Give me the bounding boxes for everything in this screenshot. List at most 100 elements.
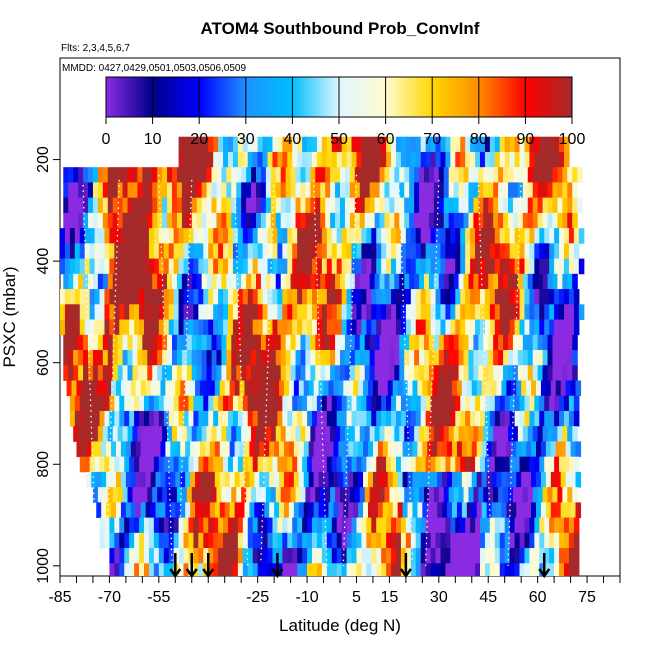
heatmap-cell bbox=[415, 532, 422, 549]
heatmap-cell bbox=[344, 273, 351, 290]
heatmap-cell bbox=[129, 410, 135, 427]
heatmap-cell bbox=[488, 426, 494, 442]
heatmap-cell bbox=[193, 289, 199, 305]
heatmap-cell bbox=[440, 517, 447, 534]
heatmap-cell bbox=[221, 487, 227, 503]
heatmap-cell bbox=[555, 380, 562, 397]
heatmap-cell bbox=[466, 441, 473, 458]
heatmap-cell bbox=[376, 548, 382, 564]
heatmap-cell bbox=[410, 548, 417, 564]
heatmap-cell bbox=[321, 151, 328, 168]
heatmap-cell bbox=[544, 395, 550, 412]
heatmap-cell bbox=[203, 395, 209, 412]
heatmap-cell bbox=[307, 410, 313, 427]
heatmap-cell bbox=[568, 319, 575, 336]
heatmap-cell bbox=[203, 304, 209, 320]
heatmap-cell bbox=[470, 228, 476, 244]
heatmap-cell bbox=[578, 258, 585, 275]
heatmap-cell bbox=[208, 319, 214, 336]
heatmap-cell bbox=[559, 151, 565, 168]
heatmap-cell bbox=[214, 441, 221, 458]
heatmap-cell bbox=[519, 410, 526, 427]
heatmap-cell bbox=[330, 487, 336, 503]
heatmap-cell bbox=[328, 502, 335, 518]
heatmap-cell bbox=[285, 487, 292, 503]
heatmap-cell bbox=[252, 228, 259, 244]
heatmap-cell bbox=[297, 136, 303, 153]
heatmap-cell bbox=[572, 334, 578, 351]
heatmap-cell bbox=[176, 487, 183, 503]
heatmap-cell bbox=[158, 517, 165, 534]
heatmap-cell bbox=[567, 365, 573, 381]
heatmap-cell bbox=[468, 365, 475, 381]
heatmap-cell bbox=[419, 197, 425, 214]
heatmap-cell bbox=[297, 410, 303, 427]
heatmap-cell bbox=[147, 167, 153, 183]
heatmap-cell bbox=[285, 426, 292, 442]
heatmap-cell bbox=[313, 471, 320, 488]
heatmap-cell bbox=[321, 304, 328, 320]
heatmap-cell bbox=[559, 563, 565, 576]
heatmap-cell bbox=[331, 289, 338, 305]
heatmap-cell bbox=[320, 167, 326, 183]
heatmap-cell bbox=[333, 380, 339, 397]
heatmap-cell bbox=[119, 395, 125, 412]
heatmap-cell bbox=[384, 273, 391, 290]
heatmap-cell bbox=[94, 395, 101, 412]
heatmap-cell bbox=[310, 167, 316, 183]
heatmap-cell bbox=[379, 365, 386, 381]
heatmap-cell bbox=[455, 563, 461, 576]
heatmap-cell bbox=[104, 517, 111, 534]
heatmap-cell bbox=[544, 563, 550, 576]
heatmap-cell bbox=[287, 532, 293, 549]
heatmap-cell bbox=[69, 395, 76, 412]
heatmap-cell bbox=[557, 426, 563, 442]
heatmap-cell bbox=[316, 532, 323, 549]
heatmap-cell bbox=[297, 304, 303, 320]
heatmap-cell bbox=[183, 319, 190, 336]
heatmap-cell bbox=[572, 273, 578, 290]
heatmap-cell bbox=[277, 258, 283, 275]
heatmap-cell bbox=[578, 228, 585, 244]
heatmap-cell bbox=[158, 228, 165, 244]
heatmap-cell bbox=[527, 197, 534, 214]
heatmap-cell bbox=[237, 289, 244, 305]
heatmap-cell bbox=[172, 487, 178, 503]
heatmap-cell bbox=[236, 197, 242, 214]
heatmap-cell bbox=[315, 334, 321, 351]
heatmap-cell bbox=[448, 197, 455, 214]
heatmap-cell bbox=[274, 502, 280, 518]
heatmap-cell bbox=[127, 182, 134, 199]
heatmap-cell bbox=[218, 258, 224, 275]
heatmap-cell bbox=[97, 350, 104, 366]
heatmap-cell bbox=[168, 410, 175, 427]
heatmap-cell bbox=[346, 395, 353, 412]
heatmap-cell bbox=[376, 151, 382, 168]
heatmap-cell bbox=[96, 471, 102, 488]
heatmap-cell bbox=[114, 243, 120, 259]
heatmap-cell bbox=[366, 289, 372, 305]
heatmap-cell bbox=[511, 380, 517, 397]
heatmap-cell bbox=[330, 182, 336, 199]
heatmap-cell bbox=[172, 350, 178, 366]
heatmap-cell bbox=[575, 441, 582, 458]
heatmap-cell bbox=[554, 517, 560, 534]
heatmap-cell bbox=[79, 410, 86, 427]
heatmap-cell bbox=[92, 197, 99, 214]
heatmap-cell bbox=[414, 273, 420, 290]
heatmap-cell bbox=[260, 182, 267, 199]
heatmap-cell bbox=[475, 563, 481, 576]
heatmap-cell bbox=[178, 548, 185, 564]
heatmap-cell bbox=[321, 456, 328, 473]
heatmap-cell bbox=[73, 426, 79, 442]
heatmap-cell bbox=[107, 182, 114, 199]
heatmap-cell bbox=[162, 334, 168, 351]
heatmap-cell bbox=[473, 334, 479, 351]
heatmap-cell bbox=[394, 487, 400, 503]
heatmap-cell bbox=[509, 517, 516, 534]
heatmap-cell bbox=[336, 395, 343, 412]
heatmap-cell bbox=[348, 441, 354, 458]
heatmap-cell bbox=[484, 243, 491, 259]
heatmap-cell bbox=[68, 365, 74, 381]
heatmap-cell bbox=[351, 319, 358, 336]
